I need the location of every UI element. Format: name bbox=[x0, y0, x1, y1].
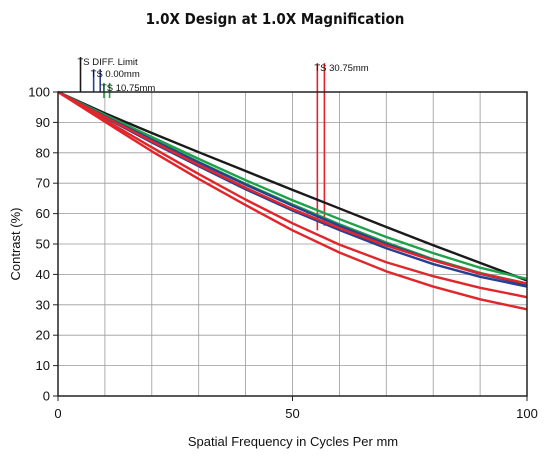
x-axis-label: Spatial Frequency in Cycles Per mm bbox=[188, 434, 398, 449]
y-tick-label: 40 bbox=[36, 267, 50, 282]
y-tick-label: 90 bbox=[36, 115, 50, 130]
y-tick-label: 30 bbox=[36, 297, 50, 312]
x-tick-label: 50 bbox=[285, 406, 299, 421]
tick-labels: 0 10 20 30 40 50 60 70 80 90 100 0 50 100 bbox=[28, 85, 538, 422]
grid bbox=[58, 92, 527, 396]
y-tick-label: 0 bbox=[43, 389, 50, 404]
y-tick-label: 60 bbox=[36, 206, 50, 221]
y-tick-label: 100 bbox=[28, 85, 50, 100]
x-tick-label: 0 bbox=[54, 406, 61, 421]
x-tick-label: 100 bbox=[516, 406, 538, 421]
annotation-label: TS 0.00mm bbox=[91, 69, 140, 80]
series-line-red bbox=[57, 90, 528, 285]
annotation-label: TS DIFF. Limit bbox=[78, 57, 139, 68]
y-tick-label: 10 bbox=[36, 358, 50, 373]
chart-title: 1.0X Design at 1.0X Magnification bbox=[146, 10, 405, 28]
annotation-label: TS 30.75mm bbox=[314, 63, 368, 74]
y-tick-label: 80 bbox=[36, 145, 50, 160]
y-tick-label: 50 bbox=[36, 237, 50, 252]
y-tick-label: 20 bbox=[36, 328, 50, 343]
series-line-red bbox=[57, 90, 528, 299]
annotation-label: TS 10.75mm bbox=[101, 83, 155, 94]
y-axis-label: Contrast (%) bbox=[8, 208, 23, 281]
y-tick-label: 70 bbox=[36, 176, 50, 191]
series-line-red bbox=[57, 90, 528, 311]
series-line-green bbox=[57, 90, 528, 281]
series-line-black bbox=[57, 90, 528, 282]
series-lines bbox=[57, 90, 528, 311]
